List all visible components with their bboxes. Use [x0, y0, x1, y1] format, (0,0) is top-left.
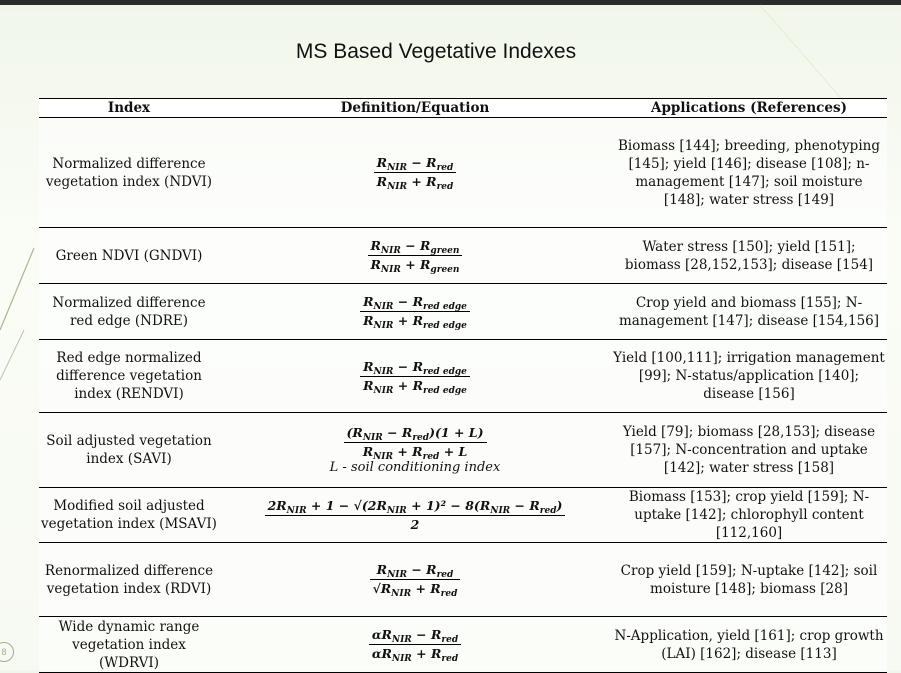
table-header-row: Index Definition/Equation Applications (…: [39, 98, 887, 118]
equation-numerator: αRNIR − Rred: [368, 627, 462, 645]
equation-note: L - soil conditioning index: [329, 459, 501, 475]
equation-denominator: RNIR + Rred edge: [363, 377, 467, 396]
equation-numerator: RNIR − Rred: [373, 155, 457, 173]
table-row: Normalized difference vegetation index (…: [39, 117, 887, 228]
top-bar: [0, 0, 901, 5]
header-index: Index: [39, 98, 219, 118]
vegetation-index-table: Index Definition/Equation Applications (…: [39, 98, 887, 673]
equation-denominator: 2: [410, 516, 420, 532]
header-applications: Applications (References): [611, 98, 887, 118]
index-name: Wide dynamic range vegetation index (WDR…: [39, 616, 219, 673]
equation-fraction: αRNIR − Rred αRNIR + Rred: [368, 627, 462, 664]
equation-fraction: RNIR − Rred √RNIR + Rred: [369, 562, 461, 599]
applications-cell: Biomass [153]; crop yield [159]; N-uptak…: [611, 487, 887, 543]
index-name: Red edge normalized difference vegetatio…: [39, 339, 219, 413]
table-row: Renormalized difference vegetation index…: [39, 542, 887, 617]
table-row: Green NDVI (GNDVI) RNIR − Rgreen RNIR + …: [39, 227, 887, 284]
equation-denominator: RNIR + Rgreen: [370, 257, 460, 275]
equation-cell: 2RNIR + 1 − √(2RNIR + 1)² − 8(RNIR − Rre…: [219, 487, 611, 543]
equation-denominator: RNIR + Rred edge: [363, 313, 467, 331]
equation-numerator: (RNIR − Rred)(1 + L): [343, 425, 487, 443]
index-name: Soil adjusted vegetation index (SAVI): [39, 412, 219, 488]
applications-cell: Yield [100,111]; irrigation management […: [611, 339, 887, 413]
applications-cell: N-Application, yield [161]; crop growth …: [611, 616, 887, 673]
equation-numerator: 2RNIR + 1 − √(2RNIR + 1)² − 8(RNIR − Rre…: [264, 498, 566, 516]
equation-fraction: RNIR − Rred RNIR + Rred: [373, 155, 457, 192]
index-name: Normalized difference red edge (NDRE): [39, 283, 219, 340]
table-row: Red edge normalized difference vegetatio…: [39, 339, 887, 413]
index-name: Modified soil adjusted vegetation index …: [39, 487, 219, 543]
equation-numerator: RNIR − Rgreen: [367, 238, 463, 256]
slide-number: 8: [0, 642, 14, 662]
equation-denominator: RNIR + Rred: [376, 174, 454, 192]
equation-numerator: RNIR − Rred: [369, 562, 461, 580]
equation-fraction: 2RNIR + 1 − √(2RNIR + 1)² − 8(RNIR − Rre…: [264, 498, 566, 533]
equation-cell: RNIR − Rgreen RNIR + Rgreen: [219, 227, 611, 284]
applications-cell: Biomass [144]; breeding, phenotyping [14…: [611, 117, 887, 228]
equation-cell: RNIR − Rred √RNIR + Rred: [219, 542, 611, 617]
applications-cell: Yield [79]; biomass [28,153]; disease [1…: [611, 412, 887, 488]
index-name: Normalized difference vegetation index (…: [39, 117, 219, 228]
equation-cell: (RNIR − Rred)(1 + L) RNIR + Rred + L L -…: [219, 412, 611, 488]
table-row: Modified soil adjusted vegetation index …: [39, 487, 887, 543]
slide-title: MS Based Vegetative Indexes: [295, 40, 577, 63]
equation-denominator: √RNIR + Rred: [372, 581, 458, 599]
equation-fraction: RNIR − Rgreen RNIR + Rgreen: [367, 238, 463, 275]
equation-cell: RNIR − Rred edge RNIR + Rred edge: [219, 339, 611, 413]
equation-numerator: RNIR − Rred edge: [360, 359, 470, 377]
table-row: Wide dynamic range vegetation index (WDR…: [39, 616, 887, 673]
equation-cell: RNIR − Rred edge RNIR + Rred edge: [219, 283, 611, 340]
header-definition: Definition/Equation: [219, 98, 611, 118]
applications-cell: Water stress [150]; yield [151]; biomass…: [611, 227, 887, 284]
index-name: Renormalized difference vegetation index…: [39, 542, 219, 617]
index-name: Green NDVI (GNDVI): [39, 227, 219, 284]
applications-cell: Crop yield [159]; N-uptake [142]; soil m…: [611, 542, 887, 617]
equation-cell: RNIR − Rred RNIR + Rred: [219, 117, 611, 228]
equation-denominator: RNIR + Rred + L: [362, 443, 468, 462]
equation-fraction: RNIR − Rred edge RNIR + Rred edge: [360, 294, 470, 331]
table-row: Soil adjusted vegetation index (SAVI) (R…: [39, 412, 887, 488]
applications-cell: Crop yield and biomass [155]; N-manageme…: [611, 283, 887, 340]
equation-fraction: (RNIR − Rred)(1 + L) RNIR + Rred + L: [343, 425, 487, 462]
equation-fraction: RNIR − Rred edge RNIR + Rred edge: [360, 359, 470, 396]
equation-cell: αRNIR − Rred αRNIR + Rred: [219, 616, 611, 673]
table-row: Normalized difference red edge (NDRE) RN…: [39, 283, 887, 340]
equation-denominator: αRNIR + Rred: [371, 646, 459, 664]
equation-numerator: RNIR − Rred edge: [360, 294, 470, 312]
